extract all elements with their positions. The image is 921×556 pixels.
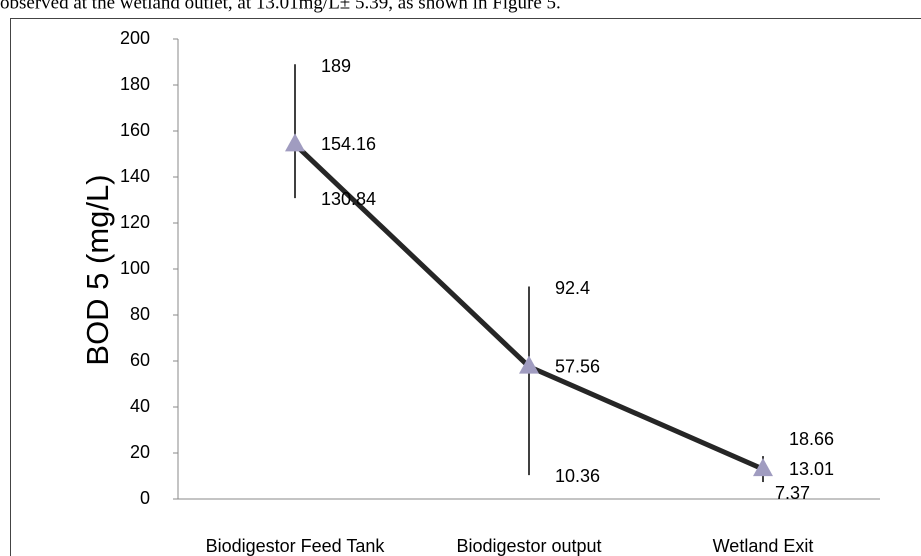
data-label-high: 189 [321, 56, 351, 76]
x-tick-label: Wetland Exit [713, 536, 814, 556]
y-tick-label: 80 [130, 304, 150, 324]
y-tick-label: 40 [130, 396, 150, 416]
y-tick-label: 20 [130, 442, 150, 462]
y-tick-label: 0 [140, 488, 150, 508]
x-tick-label: Biodigestor output [456, 536, 601, 556]
data-label: 13.01 [789, 459, 834, 479]
y-tick-label: 60 [130, 350, 150, 370]
x-tick-label: Biodigestor Feed Tank [206, 536, 386, 556]
data-label-high: 92.4 [555, 278, 590, 298]
y-tick-label: 100 [120, 258, 150, 278]
y-tick-label: 160 [120, 120, 150, 140]
y-tick-label: 180 [120, 74, 150, 94]
marker [285, 133, 305, 152]
data-label-low: 7.37 [775, 483, 810, 503]
y-tick-label: 120 [120, 212, 150, 232]
context-text: observed at the wetland outlet, at 13.01… [0, 0, 561, 13]
data-label-low: 10.36 [555, 466, 600, 486]
y-tick-label: 200 [120, 28, 150, 48]
data-label: 57.56 [555, 356, 600, 376]
marker [753, 458, 773, 477]
data-label-low: 130.84 [321, 189, 376, 209]
y-axis-title: BOD 5 (mg/L) [80, 174, 115, 365]
data-label-high: 18.66 [789, 429, 834, 449]
marker [519, 355, 539, 374]
y-tick-label: 140 [120, 166, 150, 186]
data-label: 154.16 [321, 134, 376, 154]
